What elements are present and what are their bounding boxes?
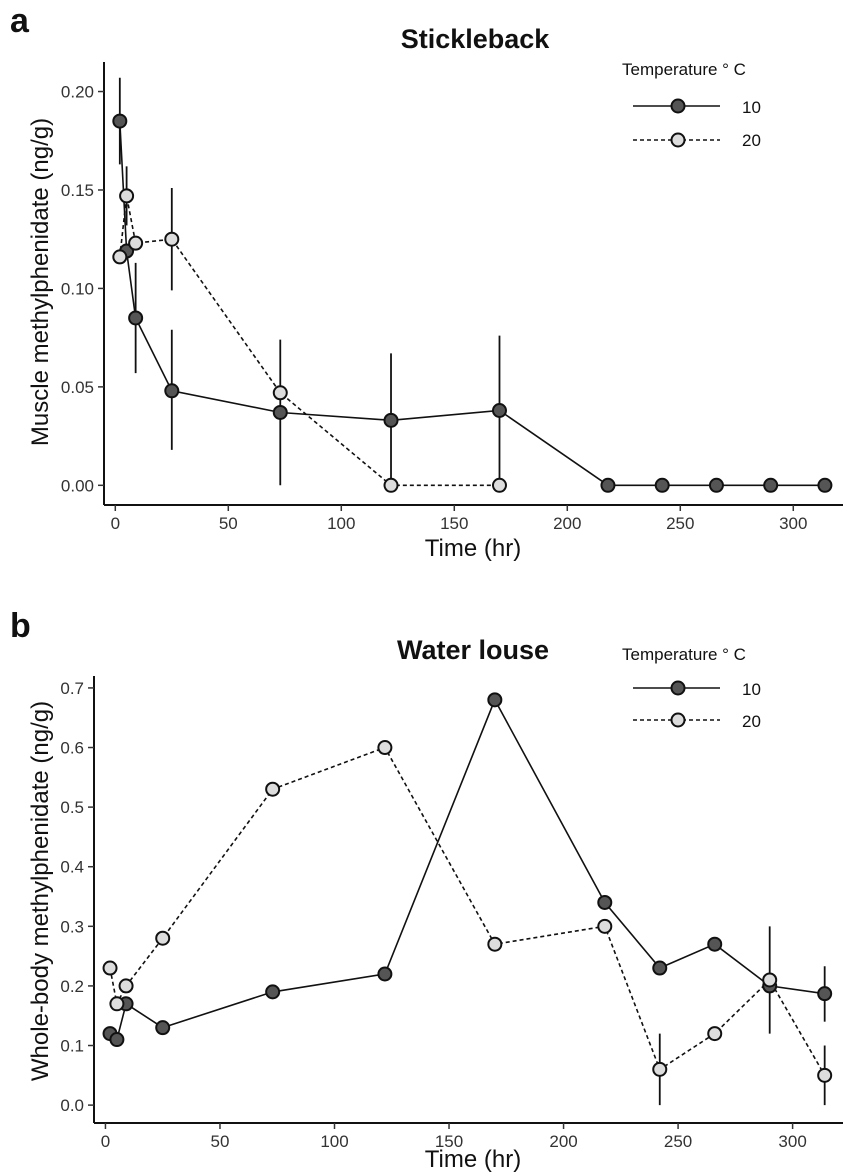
x-axis-title: Time (hr): [425, 1146, 521, 1173]
data-point-20: [265, 781, 281, 797]
data-point-10: [597, 894, 613, 910]
chart-panel-stickleback: a Stickleback Time (hr) Muscle methylphe…: [0, 0, 847, 585]
x-tick-label: 200: [549, 1132, 577, 1151]
legend-title: Temperature ° C: [622, 645, 746, 664]
legend-label-20: 20: [742, 712, 761, 731]
x-tick-label: 300: [778, 1132, 806, 1151]
y-tick-label: 0.2: [60, 977, 84, 996]
data-point-10: [491, 402, 507, 418]
data-point-10: [707, 936, 723, 952]
data-point-20: [118, 978, 134, 994]
x-tick-label: 250: [664, 1132, 692, 1151]
data-point-10: [109, 1032, 125, 1048]
water-louse-chart: b Water louse Time (hr) Whole-body methy…: [10, 607, 843, 1173]
legend-title: Temperature ° C: [622, 60, 746, 79]
data-point-20: [377, 740, 393, 756]
y-tick-label: 0.7: [60, 679, 84, 698]
y-tick-label: 0.6: [60, 739, 84, 758]
stickleback-chart: a Stickleback Time (hr) Muscle methylphe…: [10, 2, 843, 562]
legend-key-marker-10: [670, 98, 686, 114]
data-point-10: [817, 477, 833, 493]
y-tick-label: 0.3: [60, 917, 84, 936]
x-tick-label: 100: [327, 514, 355, 533]
data-point-20: [817, 1067, 833, 1083]
data-point-10: [654, 477, 670, 493]
data-point-20: [487, 936, 503, 952]
y-tick-label: 0.10: [61, 279, 94, 298]
legend-label-20: 20: [742, 131, 761, 150]
data-point-10: [817, 986, 833, 1002]
x-tick-label: 0: [111, 514, 120, 533]
data-point-20: [383, 477, 399, 493]
x-tick-label: 200: [553, 514, 581, 533]
data-point-10: [155, 1020, 171, 1036]
data-point-10: [112, 113, 128, 129]
x-tick-label: 150: [440, 514, 468, 533]
data-point-20: [155, 930, 171, 946]
y-tick-label: 0.20: [61, 83, 94, 102]
data-point-20: [707, 1026, 723, 1042]
x-tick-label: 150: [435, 1132, 463, 1151]
data-point-20: [652, 1061, 668, 1077]
legend-key-marker-20: [670, 132, 686, 148]
legend-key-marker-20: [670, 712, 686, 728]
y-tick-label: 0.15: [61, 181, 94, 200]
data-point-20: [119, 188, 135, 204]
y-tick-label: 0.05: [61, 378, 94, 397]
data-point-10: [272, 404, 288, 420]
data-point-10: [763, 477, 779, 493]
y-axis-title: Muscle methylphenidate (ng/g): [27, 118, 54, 446]
data-point-10: [383, 412, 399, 428]
chart-title: Stickleback: [401, 24, 551, 54]
panel-letter: b: [10, 607, 31, 645]
x-tick-label: 50: [219, 514, 238, 533]
data-point-20: [128, 235, 144, 251]
chart-title: Water louse: [397, 635, 549, 665]
data-point-20: [762, 972, 778, 988]
x-tick-label: 0: [101, 1132, 110, 1151]
data-point-10: [164, 383, 180, 399]
y-tick-label: 0.0: [60, 1096, 84, 1115]
data-point-10: [708, 477, 724, 493]
y-axis-title: Whole-body methylphenidate (ng/g): [27, 701, 54, 1081]
data-point-10: [128, 310, 144, 326]
y-tick-label: 0.5: [60, 798, 84, 817]
chart-panel-water-louse: b Water louse Time (hr) Whole-body methy…: [0, 585, 847, 1174]
series-line-10: [109, 697, 825, 1042]
x-tick-label: 300: [779, 514, 807, 533]
data-point-10: [265, 984, 281, 1000]
data-point-10: [652, 960, 668, 976]
y-tick-label: 0.4: [60, 858, 84, 877]
data-point-20: [491, 477, 507, 493]
data-point-10: [600, 477, 616, 493]
data-point-20: [597, 918, 613, 934]
data-point-20: [272, 385, 288, 401]
panel-letter: a: [10, 2, 30, 40]
legend-label-10: 10: [742, 680, 761, 699]
data-point-20: [102, 960, 118, 976]
data-point-20: [164, 231, 180, 247]
data-point-20: [109, 996, 125, 1012]
series-line-10: [119, 121, 825, 487]
x-tick-label: 250: [666, 514, 694, 533]
x-tick-label: 100: [320, 1132, 348, 1151]
x-tick-label: 50: [211, 1132, 230, 1151]
data-point-10: [377, 966, 393, 982]
series-line-20: [109, 746, 826, 1076]
y-tick-label: 0.1: [60, 1037, 84, 1056]
legend-key-marker-10: [670, 680, 686, 696]
data-point-20: [112, 249, 128, 265]
data-point-10: [487, 692, 503, 708]
y-tick-label: 0.00: [61, 476, 94, 495]
x-axis-title: Time (hr): [425, 535, 521, 562]
legend-label-10: 10: [742, 98, 761, 117]
